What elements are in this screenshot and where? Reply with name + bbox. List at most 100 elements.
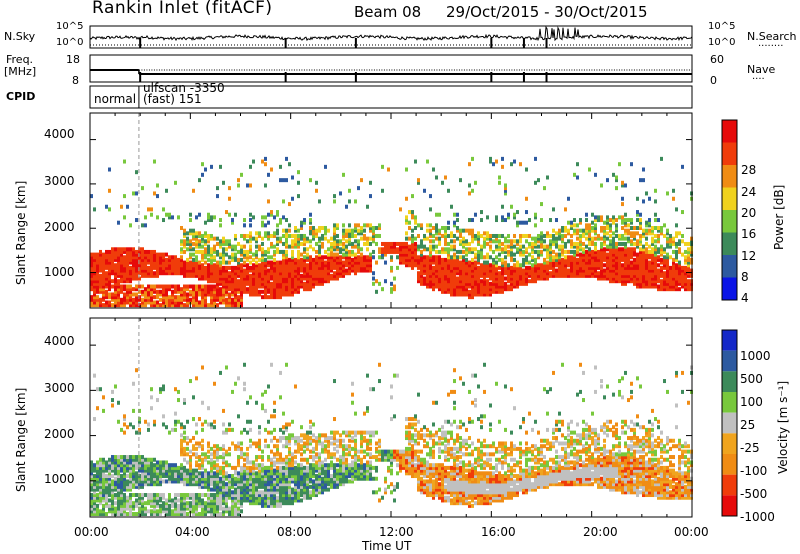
vel-cell: [195, 452, 198, 457]
pow-cell: [444, 241, 447, 246]
pow-cell: [318, 281, 321, 286]
pow-cell: [612, 172, 615, 177]
vel-cell: [177, 509, 180, 514]
pow-cell: [525, 239, 528, 244]
pow-cell: [663, 276, 666, 281]
pow-cell: [273, 268, 276, 273]
vel-cell: [162, 471, 165, 476]
pow-cell: [360, 178, 363, 183]
pow-cell: [534, 268, 537, 273]
vel-cell: [180, 498, 183, 503]
pow-cell: [249, 233, 252, 238]
pow-cell: [510, 268, 513, 273]
vel-cell: [126, 455, 129, 460]
pow-cell: [135, 300, 138, 305]
vel-cell: [243, 457, 246, 462]
pow-cell: [477, 279, 480, 284]
pow-cell: [258, 273, 261, 278]
pow-cell: [459, 231, 462, 236]
pow-cell: [570, 255, 573, 260]
pow-cell: [522, 281, 525, 286]
pow-cell: [288, 279, 291, 284]
pow-cell: [435, 279, 438, 284]
pow-cell: [219, 300, 222, 305]
pow-cell: [174, 303, 177, 308]
pow-cell: [111, 279, 114, 284]
pow-cell: [612, 273, 615, 278]
pow-cell: [438, 257, 441, 262]
pow-cell: [600, 260, 603, 265]
pow-cell: [684, 281, 687, 286]
pow-cell: [630, 239, 633, 244]
pow-cell: [276, 260, 279, 265]
vel-cell: [240, 449, 243, 454]
pow-cell: [627, 279, 630, 284]
vel-cell: [150, 482, 153, 487]
pow-cell: [108, 292, 111, 297]
pow-cell: [216, 289, 219, 294]
pow-cell: [339, 265, 342, 270]
pow-cell: [144, 268, 147, 273]
vel-cell: [123, 512, 126, 517]
pow-cell: [132, 297, 135, 302]
pow-cell: [606, 231, 609, 236]
pow-cell: [435, 244, 438, 249]
vel-cell: [192, 503, 195, 508]
vel-cell: [285, 493, 288, 498]
pow-cell: [573, 263, 576, 268]
vel-cell: [240, 509, 243, 514]
pow-cell: [309, 279, 312, 284]
pow-cell: [576, 263, 579, 268]
pow-cell: [411, 252, 414, 257]
pow-cell: [507, 252, 510, 257]
pow-cell: [273, 260, 276, 265]
pow-cell: [90, 194, 93, 199]
pow-cell: [300, 273, 303, 278]
vel-cell: [183, 430, 186, 435]
pow-cell: [213, 244, 216, 249]
pow-cell: [120, 260, 123, 265]
pow-cell: [594, 236, 597, 241]
pow-cell: [111, 292, 114, 297]
pow-cell: [576, 241, 579, 246]
vel-cell: [222, 455, 225, 460]
pow-cell: [330, 247, 333, 252]
pow-cell: [582, 271, 585, 276]
pow-cell: [138, 271, 141, 276]
pow-cell: [408, 247, 411, 252]
vel-cell: [180, 474, 183, 479]
vel-cell: [189, 495, 192, 500]
vel-cell: [255, 501, 258, 506]
pow-cell: [285, 276, 288, 281]
pow-cell: [96, 295, 99, 300]
vel-cell: [144, 457, 147, 462]
pow-cell: [441, 247, 444, 252]
vel-cell: [285, 479, 288, 484]
vel-cell: [120, 457, 123, 462]
pow-cell: [222, 236, 225, 241]
pow-cell: [405, 241, 408, 246]
pow-cell: [105, 265, 108, 270]
pow-cell: [492, 239, 495, 244]
pow-cell: [570, 273, 573, 278]
vel-cell: [117, 457, 120, 462]
pow-cell: [186, 239, 189, 244]
pow-cell: [582, 231, 585, 236]
vel-cell: [225, 463, 228, 468]
vel-cell: [261, 479, 264, 484]
pow-cell: [180, 289, 183, 294]
vel-cell: [264, 465, 267, 470]
vel-cell: [267, 490, 270, 495]
pow-cell: [468, 183, 471, 188]
pow-cell: [276, 231, 279, 236]
pow-cell: [189, 260, 192, 265]
pow-cell: [123, 159, 126, 164]
pow-cell: [240, 271, 243, 276]
pow-cell: [222, 239, 225, 244]
pow-cell: [462, 273, 465, 278]
pow-cell: [471, 249, 474, 254]
pow-cell: [525, 265, 528, 270]
pow-cell: [498, 233, 501, 238]
pow-cell: [213, 292, 216, 297]
pow-cell: [132, 292, 135, 297]
